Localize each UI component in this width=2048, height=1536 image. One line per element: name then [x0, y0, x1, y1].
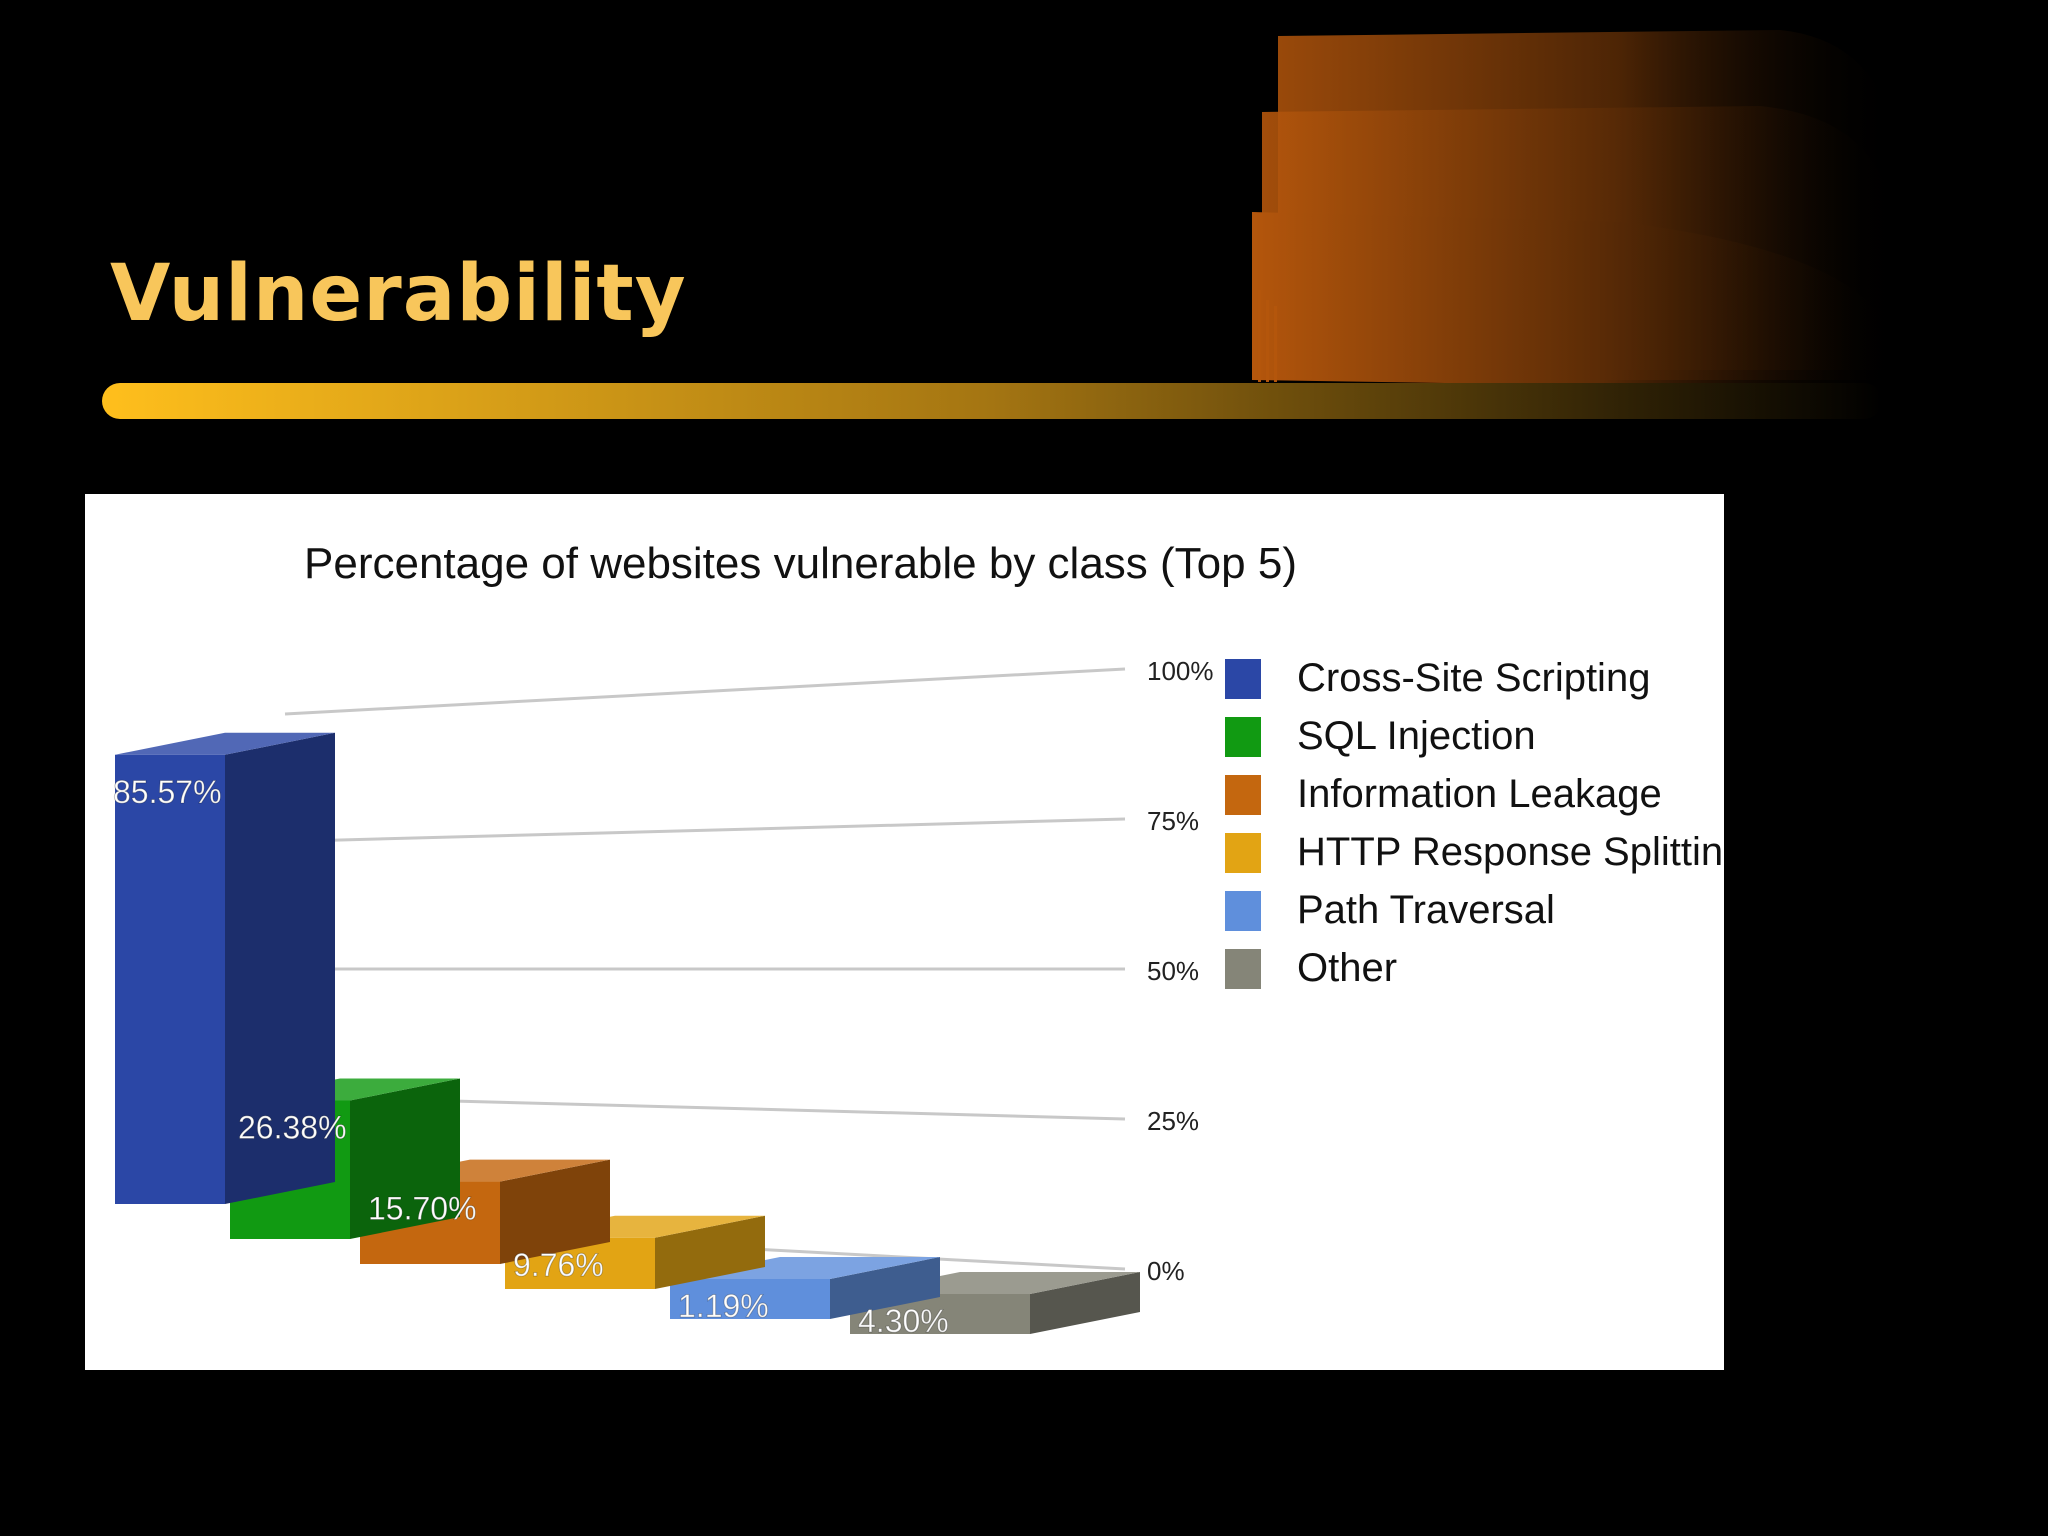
bar-top: [670, 1257, 940, 1279]
legend-swatch: [1225, 717, 1261, 757]
decor-stripe-1: [1258, 290, 1261, 382]
data-label: 26.38%: [238, 1110, 347, 1146]
bar-side: [500, 1159, 610, 1264]
y-tick-label: 100%: [1147, 656, 1214, 686]
decor-band-3: [1252, 212, 1890, 390]
data-label: 15.70%: [368, 1191, 477, 1227]
decor-stripe-3: [1274, 306, 1277, 382]
legend-label: HTTP Response Splitting: [1297, 830, 1724, 874]
data-labels-layer: 4.30% 1.19% 9.76% 15.70% 26.38% 85.57%: [113, 773, 950, 1339]
bar-side: [225, 732, 335, 1204]
data-label: 9.76%: [513, 1247, 604, 1283]
legend-swatch: [1225, 949, 1261, 989]
legend-label: Path Traversal: [1297, 888, 1555, 932]
bar: [115, 732, 335, 1204]
legend-label: SQL Injection: [1297, 714, 1536, 758]
bar-side: [1030, 1272, 1140, 1334]
chart-panel: Percentage of websites vulnerable by cla…: [85, 494, 1724, 1370]
decor-stripe-2: [1266, 300, 1269, 382]
chart-title: Percentage of websites vulnerable by cla…: [304, 539, 1297, 588]
title-underline: [102, 383, 1882, 419]
bar-side: [350, 1078, 460, 1239]
y-tick-label: 0%: [1147, 1256, 1185, 1286]
legend-swatch: [1225, 775, 1261, 815]
data-label: 85.57%: [113, 774, 222, 810]
legend-label: Other: [1297, 946, 1397, 990]
data-label: 4.30%: [858, 1303, 949, 1339]
gridline: [284, 667, 1126, 716]
gridline: [284, 817, 1126, 843]
slide-title: Vulnerability: [110, 249, 687, 339]
y-tick-label: 75%: [1147, 806, 1199, 836]
legend-label: Information Leakage: [1297, 772, 1662, 816]
bar-top: [115, 732, 335, 755]
data-label: 1.19%: [678, 1288, 769, 1324]
legend-swatch: [1225, 833, 1261, 873]
bar: [670, 1257, 940, 1319]
y-tick-label: 25%: [1147, 1106, 1199, 1136]
header-decoration: [102, 30, 1900, 419]
y-tick-label: 50%: [1147, 956, 1199, 986]
bar-front: [115, 754, 225, 1204]
legend-label: Cross-Site Scripting: [1297, 656, 1650, 700]
bar-side: [830, 1257, 940, 1319]
chart: Percentage of websites vulnerable by cla…: [113, 539, 1725, 1340]
bar-side: [655, 1215, 765, 1289]
legend-swatch: [1225, 659, 1261, 699]
bars-layer: [115, 732, 1140, 1334]
legend: Cross-Site Scripting SQL Injection Informa…: [1225, 656, 1724, 990]
bar-front: [670, 1279, 830, 1319]
legend-swatch: [1225, 891, 1261, 931]
